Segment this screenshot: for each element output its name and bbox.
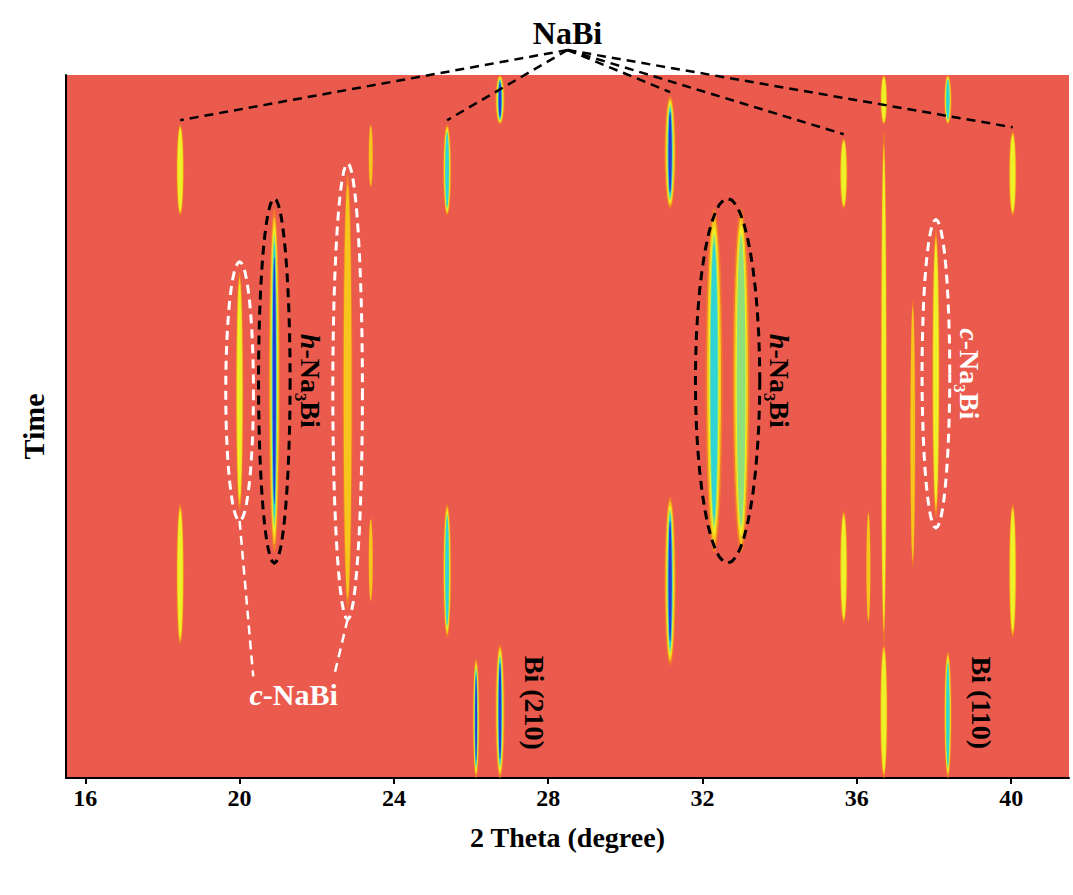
svg-text:-Na₃Bi: -Na₃Bi [764,349,795,428]
svg-text:16: 16 [73,785,97,811]
svg-text:40: 40 [999,785,1023,811]
svg-text:-NaBi: -NaBi [263,678,338,711]
svg-text:2 Theta (degree): 2 Theta (degree) [470,822,665,853]
svg-text:c: c [954,328,985,341]
svg-text:36: 36 [845,785,869,811]
svg-text:32: 32 [691,785,715,811]
svg-text:Bi (110): Bi (110) [966,657,997,750]
svg-text:c: c [249,678,262,711]
svg-text:NaBi: NaBi [533,15,602,51]
svg-text:28: 28 [536,785,560,811]
svg-text:24: 24 [382,785,406,811]
svg-text:-Na₃Bi: -Na₃Bi [295,349,326,428]
svg-text:-Na₃Bi: -Na₃Bi [954,341,985,420]
svg-text:h: h [764,334,795,350]
svg-text:Bi (210): Bi (210) [519,656,550,750]
svg-text:Time: Time [17,393,50,459]
svg-text:h: h [295,334,326,350]
svg-text:20: 20 [228,785,252,811]
